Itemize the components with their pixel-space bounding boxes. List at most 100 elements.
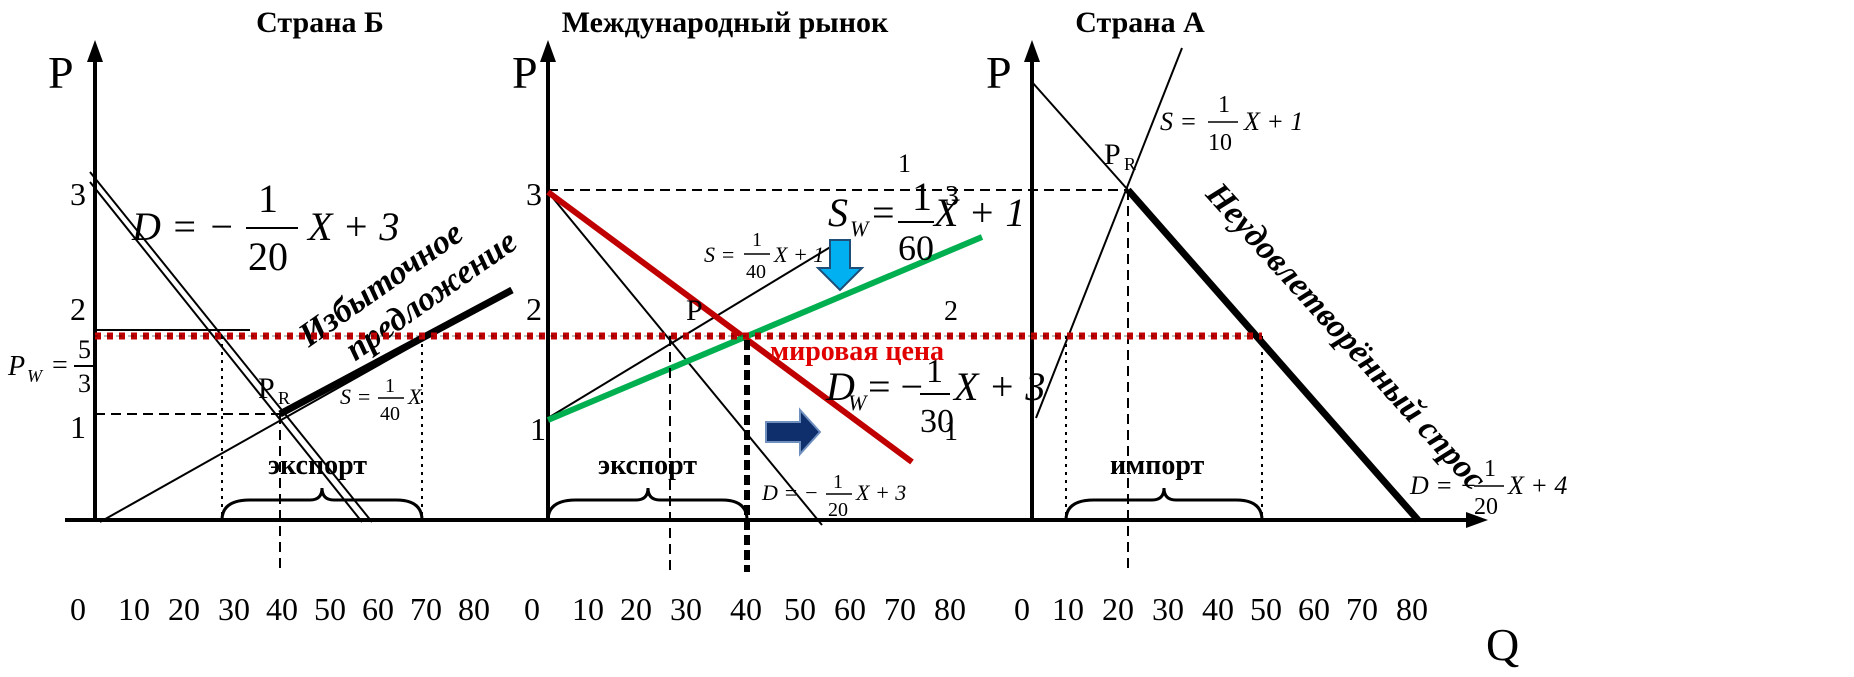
world-xtick: 20 <box>620 591 652 627</box>
country-a-supply-line <box>1035 47 1183 419</box>
country-a-xtick: 0 <box>1014 591 1030 627</box>
world-tick-two: 2 <box>944 296 958 327</box>
country-a-unmet-demand-label: Неудовлетворённый спрос <box>1198 175 1494 498</box>
world-ytick-2: 2 <box>526 291 542 327</box>
svg-text:X + 3: X + 3 <box>952 364 1045 409</box>
svg-text:30: 30 <box>920 403 954 440</box>
svg-text:X + 1: X + 1 <box>932 190 1025 235</box>
world-tick-three: 3 <box>945 181 959 212</box>
country-a-p-label: P <box>986 47 1012 98</box>
country-a-pr-label: P R <box>1104 138 1136 174</box>
country-a-import-brace <box>1064 487 1264 521</box>
world-xtick: 50 <box>784 591 816 627</box>
world-p-axis-arrow <box>540 40 556 62</box>
country-a-supply-formula: S = 1 10 X + 1 <box>1160 92 1303 156</box>
country-b-demand-line-2 <box>89 181 363 523</box>
world-xtick: 40 <box>730 591 762 627</box>
arrow-right-icon <box>765 407 822 457</box>
world-sw-formula: S W = 1 60 X + 1 <box>828 174 1025 268</box>
svg-text:D = −: D = − <box>761 480 819 505</box>
svg-text:P: P <box>1104 138 1121 171</box>
country-a-panel: Страна А P Q P R S = 1 10 X + 1 D = − 1 <box>986 6 1567 670</box>
country-b-ytick-2: 2 <box>70 291 86 327</box>
svg-text:S =: S = <box>340 384 371 409</box>
svg-text:40: 40 <box>746 261 766 283</box>
country-b-title: Страна Б <box>256 6 384 39</box>
svg-text:= −: = − <box>868 364 923 409</box>
svg-text:X + 1: X + 1 <box>1243 107 1303 136</box>
country-b-xtick: 80 <box>458 591 490 627</box>
svg-text:20: 20 <box>1474 494 1498 520</box>
svg-text:1: 1 <box>752 229 762 251</box>
svg-text:40: 40 <box>380 403 400 425</box>
svg-text:X + 3: X + 3 <box>306 204 399 249</box>
world-dw-line <box>546 189 914 465</box>
svg-text:S =: S = <box>1160 107 1197 136</box>
svg-text:1: 1 <box>912 174 932 219</box>
world-xtick: 30 <box>670 591 702 627</box>
svg-text:W: W <box>850 216 870 241</box>
svg-text:1: 1 <box>1484 456 1496 482</box>
country-a-xtick: 70 <box>1346 591 1378 627</box>
country-b-xtick: 0 <box>70 591 86 627</box>
svg-text:1: 1 <box>833 471 843 493</box>
country-a-import-label: импорт <box>1110 450 1205 481</box>
svg-text:S =: S = <box>704 242 735 267</box>
country-b-p-label: P <box>48 47 74 98</box>
world-tick-bottom-one: 1 <box>944 416 958 447</box>
svg-text:X + 1: X + 1 <box>773 242 824 267</box>
svg-text:5: 5 <box>78 335 91 364</box>
country-b-p-axis-arrow <box>87 40 103 62</box>
country-b-xtick: 60 <box>362 591 394 627</box>
country-a-demand-line <box>1031 81 1129 191</box>
svg-text:P: P <box>7 351 25 382</box>
world-demand-thin-line <box>547 191 823 526</box>
world-panel: Международный рынок P 3 2 1 1 3 2 1 P S … <box>512 6 1128 627</box>
world-ytick-3: 3 <box>526 176 542 212</box>
world-xtick: 60 <box>834 591 866 627</box>
svg-text:60: 60 <box>898 228 934 268</box>
world-title: Международный рынок <box>562 6 889 39</box>
country-b-export-brace <box>220 487 424 521</box>
svg-text:20: 20 <box>248 234 288 279</box>
world-sw-line <box>546 234 984 423</box>
country-a-demand-formula: D = − 1 20 X + 4 <box>1409 456 1567 520</box>
svg-text:W: W <box>27 366 44 386</box>
country-b-xtick: 10 <box>118 591 150 627</box>
svg-text:1: 1 <box>1218 92 1230 118</box>
svg-text:1: 1 <box>258 176 278 221</box>
svg-text:D = −: D = − <box>1409 471 1477 500</box>
country-b-xtick: 30 <box>218 591 250 627</box>
country-a-xtick: 40 <box>1202 591 1234 627</box>
world-price-label: мировая цена <box>770 336 944 367</box>
country-a-q-label: Q <box>1486 619 1519 670</box>
world-xtick: 10 <box>572 591 604 627</box>
svg-text:1: 1 <box>926 353 943 390</box>
world-xtick: 0 <box>524 591 540 627</box>
country-a-p-axis-arrow <box>1024 40 1040 62</box>
country-b-xtick: 50 <box>314 591 346 627</box>
svg-text:X + 4: X + 4 <box>1507 471 1567 500</box>
svg-text:D: D <box>825 364 855 409</box>
svg-text:R: R <box>278 388 290 408</box>
country-b-xtick: 20 <box>168 591 200 627</box>
svg-text:Неудовлетворённый спрос: Неудовлетворённый спрос <box>1198 175 1494 498</box>
world-dw-formula: D W = − 1 30 X + 3 <box>825 353 1045 440</box>
world-xtick: 70 <box>884 591 916 627</box>
country-b-ytick-1: 1 <box>70 409 86 445</box>
svg-text:W: W <box>848 390 868 415</box>
svg-text:3: 3 <box>78 369 91 398</box>
country-b-xtick: 70 <box>410 591 442 627</box>
svg-text:X: X <box>407 384 423 409</box>
world-demand-small-formula: D = − 1 20 X + 3 <box>761 471 906 521</box>
world-pw-label: P <box>686 294 703 327</box>
svg-text:1: 1 <box>385 375 395 397</box>
country-b-excess-supply-segment <box>278 286 514 418</box>
country-a-unmet-demand-segment <box>1125 187 1421 523</box>
world-supply-small-formula: S = 1 40 X + 1 <box>704 229 824 283</box>
country-b-supply-formula: S = 1 40 X <box>340 375 423 425</box>
country-a-title: Страна А <box>1075 6 1205 39</box>
country-a-xtick: 60 <box>1298 591 1330 627</box>
country-b-xtick: 40 <box>266 591 298 627</box>
svg-text:=: = <box>52 350 68 381</box>
